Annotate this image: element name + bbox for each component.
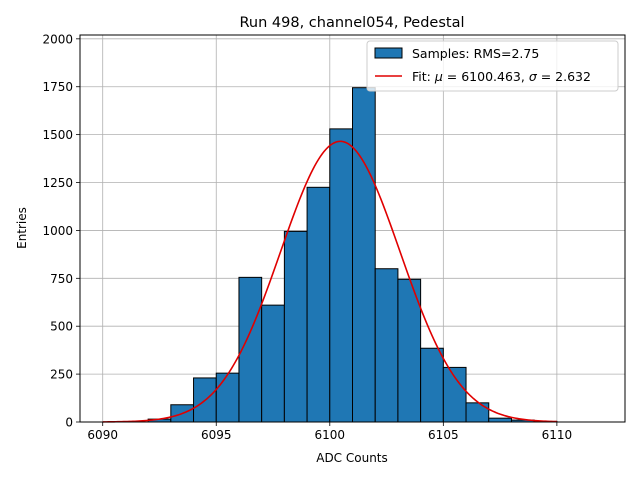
histogram-bar <box>261 304 285 423</box>
x-axis-label: ADC Counts <box>316 451 388 465</box>
fit-label-prefix: Fit: <box>412 69 435 84</box>
legend-label-fit: Fit: μ = 6100.463, σ = 2.632 <box>412 69 591 84</box>
legend-swatch-samples <box>374 47 403 59</box>
histogram-bar <box>420 347 444 423</box>
legend-label-samples: Samples: RMS=2.75 <box>412 46 539 61</box>
legend: Samples: RMS=2.75 Fit: μ = 6100.463, σ =… <box>366 40 619 92</box>
x-tick-label: 6100 <box>315 428 346 442</box>
y-tick-label: 1000 <box>42 224 73 238</box>
y-tick-label: 250 <box>50 368 73 382</box>
histogram-bar <box>488 417 512 423</box>
histogram-bars <box>147 87 558 423</box>
histogram-bar <box>215 372 240 423</box>
y-axis: 0 250 500 750 1000 1250 1500 1750 2000 <box>42 32 80 430</box>
x-axis: 6090 6095 6100 6105 6110 <box>87 422 572 442</box>
y-axis-label: Entries <box>15 207 29 249</box>
histogram-bar <box>283 230 308 423</box>
legend-box <box>366 40 619 92</box>
x-tick-label: 6105 <box>428 428 459 442</box>
y-tick-label: 0 <box>65 416 73 430</box>
histogram-bar <box>374 268 399 423</box>
fit-sigma-value: = 2.632 <box>537 69 591 84</box>
x-tick-label: 6110 <box>542 428 573 442</box>
histogram-bar <box>329 128 353 423</box>
y-tick-label: 2000 <box>42 32 73 46</box>
y-tick-label: 750 <box>50 272 73 286</box>
histogram-bar <box>465 402 490 423</box>
y-tick-label: 1500 <box>42 128 73 142</box>
fit-mu-symbol: μ <box>434 69 443 84</box>
fit-sigma-symbol: σ <box>529 69 538 84</box>
chart-title: Run 498, channel054, Pedestal <box>239 15 464 31</box>
plot-frame <box>79 34 626 423</box>
histogram-bar <box>442 366 467 423</box>
y-tick-label: 1250 <box>42 176 73 190</box>
histogram-bar <box>306 186 331 423</box>
x-tick-label: 6095 <box>201 428 232 442</box>
x-tick-label: 6090 <box>87 428 118 442</box>
fit-curve <box>102 140 557 423</box>
y-tick-label: 1750 <box>42 80 73 94</box>
histogram-bar <box>352 87 376 423</box>
y-tick-label: 500 <box>50 320 73 334</box>
fit-mu-value: = 6100.463, <box>443 69 529 84</box>
